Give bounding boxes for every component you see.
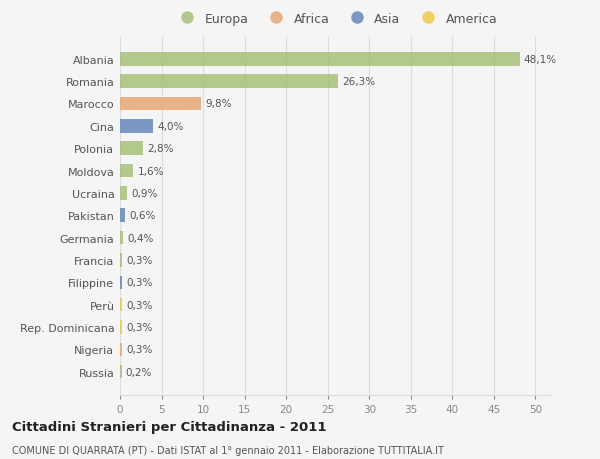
Text: 0,3%: 0,3%: [127, 255, 153, 265]
Text: 4,0%: 4,0%: [157, 122, 184, 132]
Text: 0,9%: 0,9%: [131, 189, 158, 198]
Text: 9,8%: 9,8%: [206, 99, 232, 109]
Text: 0,3%: 0,3%: [127, 300, 153, 310]
Bar: [120, 343, 122, 356]
Text: 0,6%: 0,6%: [129, 211, 155, 221]
Text: 26,3%: 26,3%: [343, 77, 376, 87]
Text: 0,4%: 0,4%: [127, 233, 154, 243]
Bar: [120, 254, 122, 267]
Bar: [120, 53, 520, 67]
Bar: [120, 187, 127, 200]
Bar: [120, 164, 133, 178]
Text: Cittadini Stranieri per Cittadinanza - 2011: Cittadini Stranieri per Cittadinanza - 2…: [12, 420, 326, 433]
Bar: [120, 209, 125, 223]
Text: COMUNE DI QUARRATA (PT) - Dati ISTAT al 1° gennaio 2011 - Elaborazione TUTTITALI: COMUNE DI QUARRATA (PT) - Dati ISTAT al …: [12, 445, 444, 455]
Bar: [120, 98, 202, 111]
Bar: [120, 75, 338, 89]
Bar: [120, 120, 153, 133]
Text: 0,3%: 0,3%: [127, 345, 153, 354]
Bar: [120, 142, 143, 156]
Bar: [120, 276, 122, 289]
Bar: [120, 365, 122, 379]
Legend: Europa, Africa, Asia, America: Europa, Africa, Asia, America: [175, 12, 497, 26]
Text: 48,1%: 48,1%: [524, 55, 557, 65]
Bar: [120, 320, 122, 334]
Text: 0,3%: 0,3%: [127, 278, 153, 288]
Text: 1,6%: 1,6%: [137, 166, 164, 176]
Text: 2,8%: 2,8%: [148, 144, 174, 154]
Text: 0,2%: 0,2%: [126, 367, 152, 377]
Bar: [120, 298, 122, 312]
Bar: [120, 231, 124, 245]
Text: 0,3%: 0,3%: [127, 322, 153, 332]
